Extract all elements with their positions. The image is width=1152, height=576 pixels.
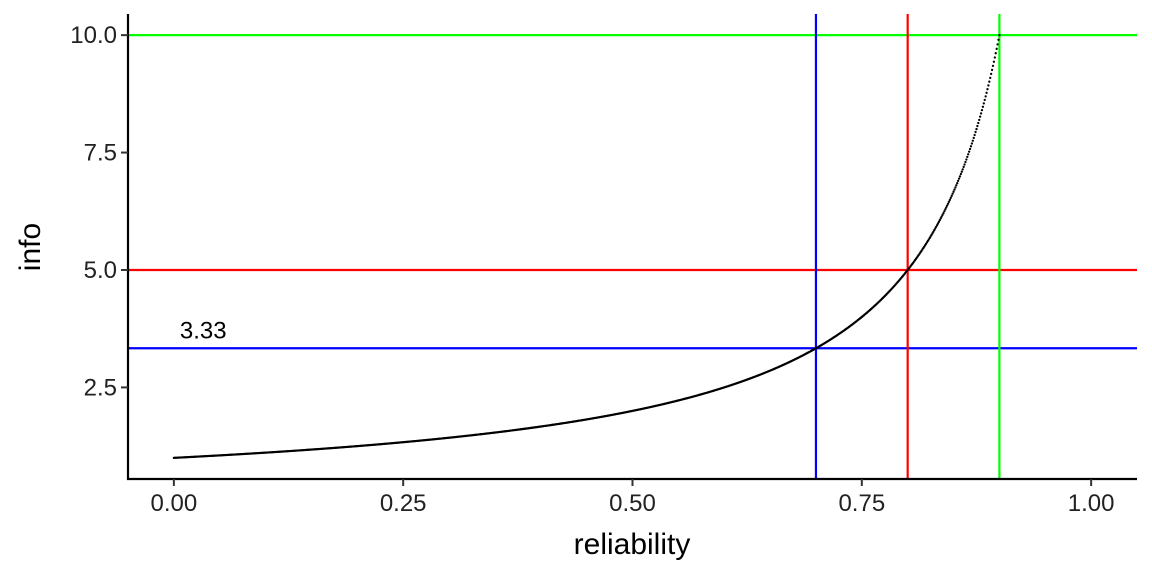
data-point	[975, 127, 978, 131]
data-point	[957, 177, 961, 180]
data-point	[993, 56, 996, 59]
axes: 0.00 0.25 0.50 0.75 1.00 2.5 5.0 7.5 10.0	[70, 14, 1137, 517]
data-point	[948, 198, 952, 201]
data-point	[985, 91, 988, 94]
data-point	[987, 84, 990, 87]
data-point	[990, 68, 994, 72]
data-point	[972, 136, 975, 140]
data-point	[973, 133, 976, 137]
x-tick-label: 0.25	[380, 490, 427, 517]
data-point	[995, 47, 998, 50]
data-point	[968, 147, 972, 151]
data-point	[989, 76, 992, 79]
data-point	[940, 215, 943, 218]
data-point	[990, 72, 993, 76]
data-point	[979, 112, 983, 115]
data-point	[941, 213, 944, 217]
data-point	[944, 208, 947, 211]
data-point	[956, 181, 959, 185]
data-point	[952, 190, 955, 193]
x-tick-label: 0.50	[609, 490, 656, 517]
reference-lines	[128, 14, 1137, 479]
data-point	[951, 192, 954, 195]
data-point	[971, 139, 974, 142]
data-point	[955, 184, 958, 187]
data-point	[970, 142, 974, 145]
data-point	[943, 210, 946, 213]
data-point	[991, 64, 995, 68]
data-point	[981, 105, 985, 108]
data-point	[976, 124, 979, 128]
y-tick-label: 7.5	[84, 140, 117, 167]
data-point	[949, 196, 952, 199]
data-point	[961, 168, 964, 171]
x-tick-label: 0.00	[151, 490, 198, 517]
x-tick-label: 1.00	[1068, 490, 1115, 517]
data-point	[966, 155, 969, 159]
data-point	[982, 102, 985, 105]
data-point	[959, 172, 963, 176]
data-point	[960, 170, 963, 173]
data-point	[946, 202, 950, 205]
y-axis-title: info	[14, 223, 47, 271]
data-point	[977, 121, 980, 125]
data-point	[979, 115, 982, 118]
y-tick-label: 5.0	[84, 257, 117, 284]
annotations: 3.33	[180, 317, 227, 344]
data-point	[963, 163, 966, 166]
annotation-label: 3.33	[180, 317, 227, 344]
x-tick-label: 0.75	[838, 490, 885, 517]
data-point	[945, 204, 949, 207]
data-point	[942, 211, 945, 215]
data-point	[956, 179, 960, 183]
data-point	[988, 80, 991, 83]
data-point	[967, 150, 971, 153]
data-point	[950, 194, 953, 197]
data-point	[939, 217, 942, 220]
data-point	[962, 165, 965, 169]
data-point	[954, 186, 957, 189]
data-point	[964, 160, 967, 164]
y-tick-label: 2.5	[84, 374, 117, 401]
data-point	[953, 188, 956, 191]
data-point	[936, 222, 940, 225]
data-point	[994, 52, 997, 55]
data-point	[980, 108, 984, 112]
data-point	[967, 153, 970, 156]
data-point	[986, 88, 989, 91]
y-tick-label: 10.0	[70, 22, 117, 49]
data-point	[978, 118, 981, 121]
data-point	[996, 43, 999, 46]
data-point	[983, 98, 986, 102]
data-point	[969, 145, 973, 148]
data-series	[172, 33, 1001, 460]
data-point	[997, 38, 1000, 41]
data-point	[992, 60, 996, 63]
data-point	[965, 158, 968, 161]
x-axis-title: reliability	[574, 528, 691, 561]
data-point	[998, 33, 1001, 37]
data-point	[945, 206, 948, 209]
data-point	[947, 200, 951, 203]
data-point	[984, 95, 987, 98]
data-point	[974, 130, 977, 134]
data-point	[938, 219, 941, 222]
data-point	[958, 175, 962, 178]
data-point	[937, 220, 941, 224]
